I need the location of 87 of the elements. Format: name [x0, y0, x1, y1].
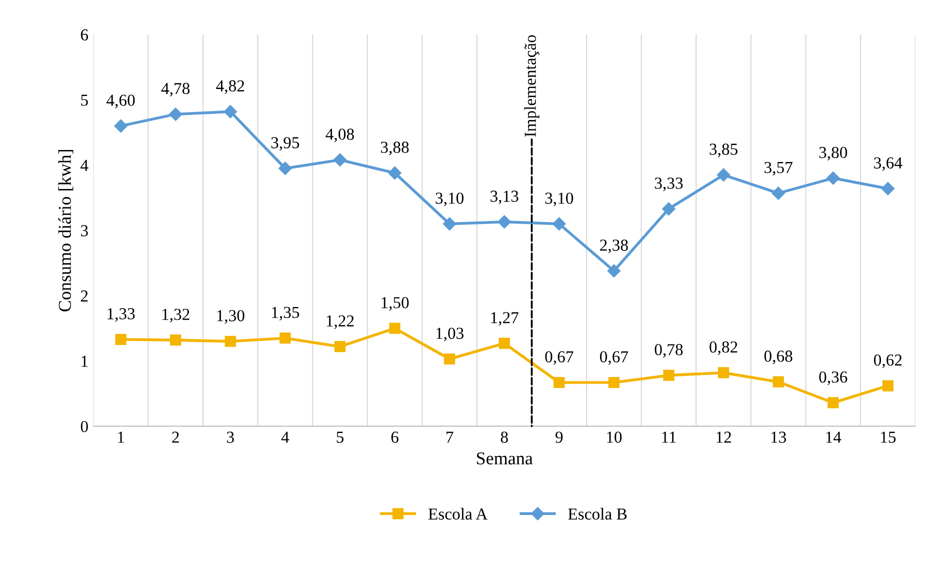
data-label: 1,27 [491, 312, 518, 326]
annotation: Implementação [524, 35, 540, 137]
data-label: 3,95 [271, 137, 300, 151]
point [389, 322, 400, 334]
point [554, 376, 565, 388]
point [716, 168, 730, 182]
point [444, 353, 456, 365]
x-tick-label: 4 [281, 432, 290, 443]
x-tick-label: 12 [716, 432, 731, 443]
data-label: 1,03 [436, 328, 464, 342]
data-label: 0,67 [600, 351, 628, 365]
data-label: 4,08 [326, 128, 354, 142]
data-label: 3,10 [436, 192, 464, 206]
data-label: 3,13 [490, 190, 518, 204]
x-tick-label: 9 [556, 432, 563, 443]
data-label: 0,68 [764, 350, 792, 364]
data-label: 3,80 [819, 146, 848, 161]
point [718, 367, 730, 378]
point [498, 338, 510, 349]
data-label: 0,82 [710, 341, 738, 356]
point [224, 105, 237, 118]
point [882, 380, 894, 392]
point [169, 108, 182, 121]
data-label: 3,57 [764, 162, 792, 176]
data-label: 4,82 [216, 80, 244, 94]
x-tick-label: 1 [118, 432, 124, 443]
point [280, 332, 291, 344]
point [608, 376, 620, 388]
y-tick-label: 3 [81, 225, 88, 236]
x-axis-title: Semana [476, 452, 533, 464]
y-axis-title: Consumo diário [kwh] [58, 150, 74, 312]
data-label: 1,50 [382, 297, 409, 311]
x-tick-label: 10 [607, 432, 622, 443]
point [881, 182, 895, 196]
data-label: 3,88 [380, 142, 409, 156]
point [772, 376, 784, 388]
x-tick-label: 11 [662, 432, 676, 443]
x-tick-label: 13 [771, 432, 786, 443]
legend-label: Escola B [568, 508, 627, 520]
y-tick-label: 1 [82, 356, 88, 367]
point [278, 162, 292, 175]
legend-label: Escola A [428, 508, 488, 520]
data-label: 0,62 [874, 354, 902, 368]
data-label: 1,30 [217, 310, 244, 324]
data-label: 0,67 [545, 351, 574, 365]
point [114, 119, 128, 133]
x-tick-label: 2 [172, 432, 179, 443]
data-label: 0,36 [819, 371, 848, 386]
point [607, 264, 621, 278]
data-label: 4,78 [161, 82, 190, 97]
point [772, 186, 785, 200]
point [826, 172, 840, 185]
point [388, 166, 402, 180]
data-label: 0,78 [654, 344, 683, 358]
data-label: 4,60 [106, 94, 135, 108]
data-label: 1,35 [272, 306, 300, 320]
data-label: 3,10 [545, 192, 574, 206]
x-tick-label: 5 [336, 432, 344, 443]
x-tick-label: 3 [227, 432, 234, 443]
y-tick-label: 2 [80, 290, 88, 302]
data-label: 2,38 [600, 240, 628, 254]
point [224, 336, 236, 347]
point [498, 215, 511, 228]
data-label: 1,33 [108, 308, 135, 322]
y-tick-label: 5 [81, 94, 88, 106]
x-tick-label: 14 [826, 432, 842, 443]
point [334, 341, 346, 352]
data-label: 1,22 [326, 315, 354, 329]
data-label: 3,64 [874, 157, 902, 171]
x-tick-label: 15 [881, 432, 896, 443]
point [442, 217, 456, 230]
x-tick-label: 7 [446, 432, 454, 443]
point [662, 202, 676, 216]
y-tick-label: 6 [80, 29, 88, 41]
point [115, 334, 126, 345]
data-label: 1,32 [162, 308, 190, 322]
x-tick-label: 8 [500, 432, 508, 443]
y-tick-label: 4 [80, 160, 88, 171]
point [828, 397, 839, 408]
point [170, 334, 182, 346]
point [552, 217, 566, 230]
y-tick-label: 0 [80, 420, 88, 432]
point [663, 370, 674, 381]
data-label: 3,85 [710, 144, 738, 158]
data-label: 3,33 [654, 178, 683, 192]
point [333, 153, 347, 166]
x-tick-label: 6 [391, 432, 398, 443]
